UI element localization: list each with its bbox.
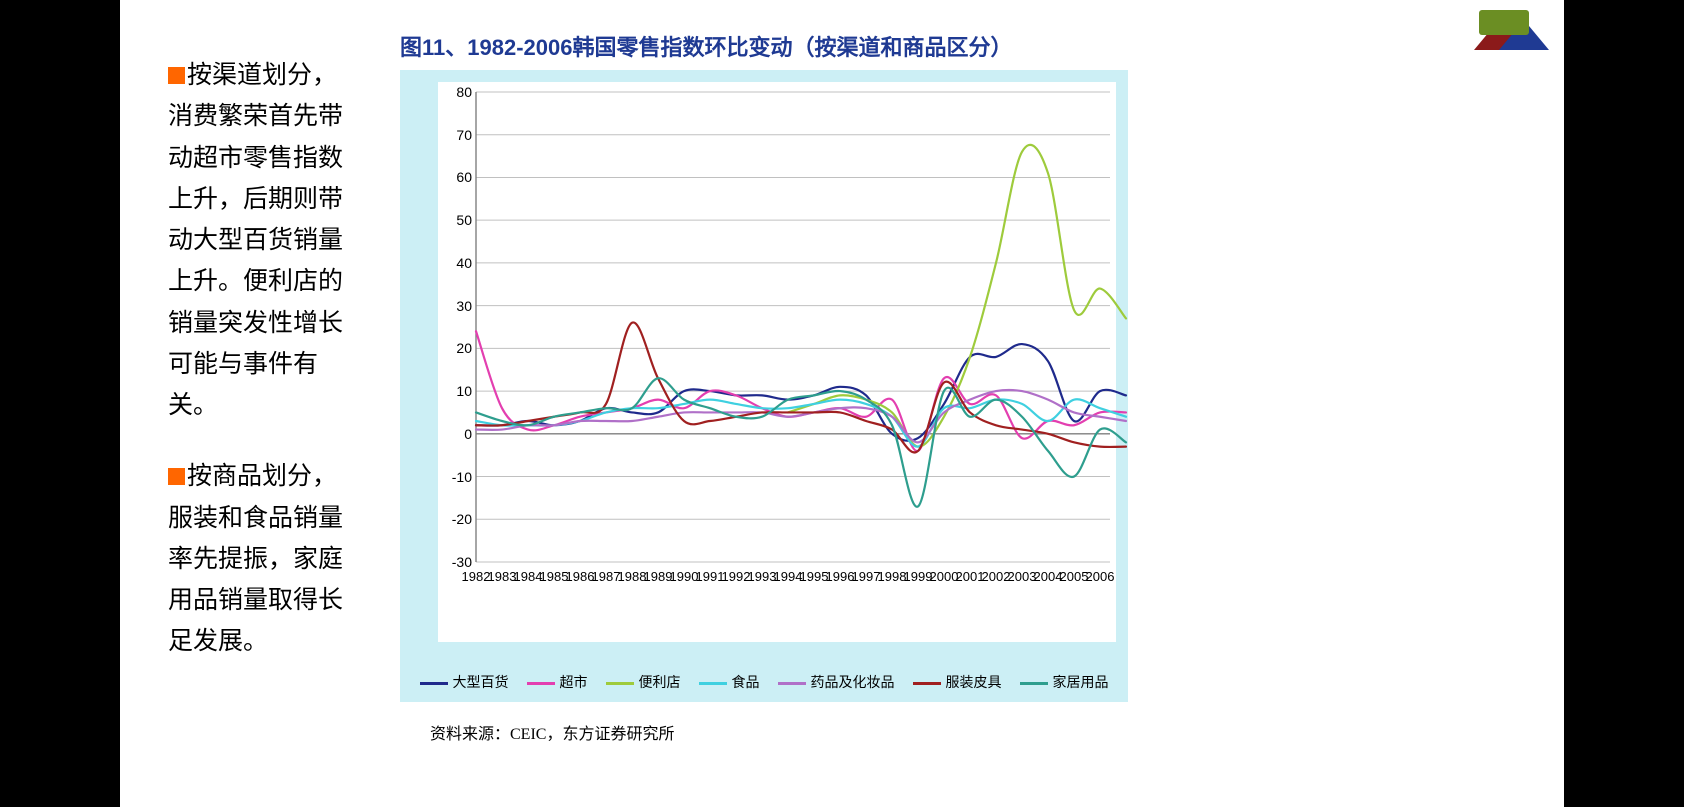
x-tick-label: 1990	[670, 569, 699, 584]
legend-label: 服装皮具	[946, 674, 1002, 690]
chart-frame: -30-20-1001020304050607080 1982198319841…	[400, 70, 1128, 702]
x-tick-label: 1998	[878, 569, 907, 584]
legend-label: 食品	[732, 674, 760, 690]
x-tick-label: 1989	[644, 569, 673, 584]
legend-swatch	[699, 682, 727, 685]
y-tick-label: 70	[442, 127, 472, 143]
y-tick-label: -30	[442, 554, 472, 570]
para1-text: 按渠道划分，消费繁荣首先带动超市零售指数上升，后期则带动大型百货销量上升。便利店…	[168, 62, 343, 419]
y-tick-label: 10	[442, 383, 472, 399]
x-tick-label: 1993	[748, 569, 777, 584]
logo-corner	[1444, 0, 1564, 60]
y-tick-label: 60	[442, 169, 472, 185]
x-tick-label: 1999	[904, 569, 933, 584]
source-citation: 资料来源：CEIC，东方证券研究所	[430, 720, 674, 744]
x-tick-label: 1984	[514, 569, 543, 584]
x-tick-label: 1996	[826, 569, 855, 584]
bullet-icon	[168, 468, 185, 485]
x-tick-label: 1983	[488, 569, 517, 584]
legend-label: 家居用品	[1053, 674, 1109, 690]
legend-item: 药品及化妆品	[778, 672, 895, 692]
legend-swatch	[420, 682, 448, 685]
paragraph-2: 按商品划分，服装和食品销量率先提振，家庭用品销量取得长足发展。	[168, 456, 358, 662]
legend-label: 超市	[560, 674, 588, 690]
x-tick-label: 2004	[1034, 569, 1063, 584]
x-tick-label: 1982	[462, 569, 491, 584]
legend-swatch	[606, 682, 634, 685]
x-tick-label: 1992	[722, 569, 751, 584]
paragraph-1: 按渠道划分，消费繁荣首先带动超市零售指数上升，后期则带动大型百货销量上升。便利店…	[168, 55, 358, 426]
x-tick-label: 2003	[1008, 569, 1037, 584]
legend-item: 超市	[527, 672, 588, 692]
x-tick-label: 1986	[566, 569, 595, 584]
y-tick-label: 30	[442, 298, 472, 314]
legend-item: 家居用品	[1020, 672, 1109, 692]
x-tick-label: 1991	[696, 569, 725, 584]
x-tick-label: 2000	[930, 569, 959, 584]
legend-swatch	[527, 682, 555, 685]
legend-item: 食品	[699, 672, 760, 692]
legend: 大型百货 超市 便利店 食品 药品及化妆品 服装皮具 家居用品	[400, 672, 1128, 692]
plot-area: -30-20-1001020304050607080 1982198319841…	[438, 82, 1116, 642]
y-tick-label: -20	[442, 511, 472, 527]
legend-item: 服装皮具	[913, 672, 1002, 692]
y-tick-label: 80	[442, 84, 472, 100]
x-tick-label: 2001	[956, 569, 985, 584]
legend-item: 大型百货	[420, 672, 509, 692]
y-tick-label: -10	[442, 469, 472, 485]
x-tick-label: 2002	[982, 569, 1011, 584]
legend-swatch	[913, 682, 941, 685]
y-tick-label: 50	[442, 212, 472, 228]
x-tick-label: 2006	[1086, 569, 1115, 584]
legend-swatch	[1020, 682, 1048, 685]
legend-item: 便利店	[606, 672, 681, 692]
x-tick-label: 1994	[774, 569, 803, 584]
x-tick-label: 1985	[540, 569, 569, 584]
x-tick-label: 1988	[618, 569, 647, 584]
legend-label: 药品及化妆品	[811, 674, 895, 690]
y-tick-label: 20	[442, 340, 472, 356]
sidebar-commentary: 按渠道划分，消费繁荣首先带动超市零售指数上升，后期则带动大型百货销量上升。便利店…	[168, 55, 358, 663]
x-tick-label: 1987	[592, 569, 621, 584]
bullet-icon	[168, 67, 185, 84]
chart-title: 图11、1982-2006韩国零售指数环比变动（按渠道和商品区分）	[400, 30, 1012, 62]
x-tick-label: 1995	[800, 569, 829, 584]
line-chart	[438, 82, 1116, 642]
legend-label: 便利店	[639, 674, 681, 690]
para2-text: 按商品划分，服装和食品销量率先提振，家庭用品销量取得长足发展。	[168, 463, 343, 655]
x-tick-label: 2005	[1060, 569, 1089, 584]
x-tick-label: 1997	[852, 569, 881, 584]
y-tick-label: 0	[442, 426, 472, 442]
slide: 按渠道划分，消费繁荣首先带动超市零售指数上升，后期则带动大型百货销量上升。便利店…	[120, 0, 1564, 807]
legend-swatch	[778, 682, 806, 685]
y-tick-label: 40	[442, 255, 472, 271]
legend-label: 大型百货	[453, 674, 509, 690]
